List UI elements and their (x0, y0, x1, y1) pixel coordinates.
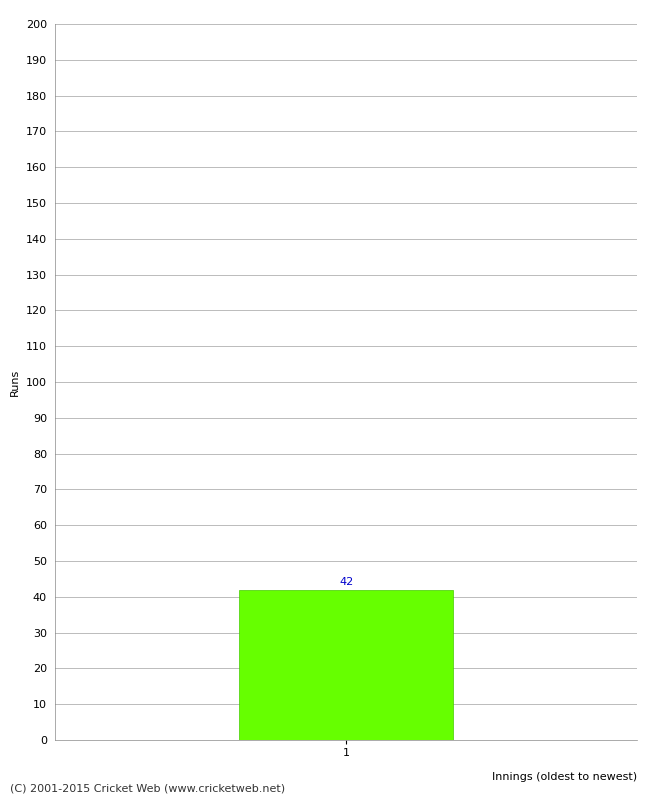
Y-axis label: Runs: Runs (10, 368, 20, 396)
Text: (C) 2001-2015 Cricket Web (www.cricketweb.net): (C) 2001-2015 Cricket Web (www.cricketwe… (10, 784, 285, 794)
Text: Innings (oldest to newest): Innings (oldest to newest) (492, 772, 637, 782)
Bar (239, 590, 453, 740)
Text: 42: 42 (339, 577, 353, 586)
